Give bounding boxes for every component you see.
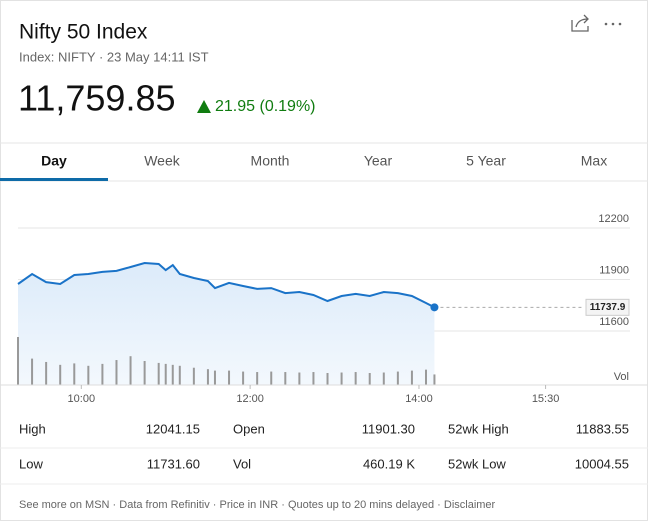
tab[interactable]: Month xyxy=(251,153,290,169)
tab[interactable]: 5 Year xyxy=(466,153,506,169)
subtitle: Index: NIFTY · 23 May 14:11 IST xyxy=(19,49,209,64)
volume-bar xyxy=(256,372,259,385)
up-arrow xyxy=(197,100,211,113)
title: Nifty 50 Index xyxy=(19,21,148,44)
volume-bar xyxy=(270,371,273,385)
volume-bar xyxy=(101,363,104,385)
volume-bar xyxy=(284,372,287,385)
volume-bar xyxy=(73,363,76,385)
stat-value: 11731.60 xyxy=(147,456,200,471)
volume-bar xyxy=(298,372,301,385)
tab[interactable]: Year xyxy=(364,153,393,169)
volume-bar xyxy=(192,367,195,385)
volume-bar xyxy=(433,374,436,385)
x-tick-label: 10:00 xyxy=(68,393,96,405)
volume-bar xyxy=(17,337,19,385)
x-tick-label: 15:30 xyxy=(532,393,560,405)
volume-bar xyxy=(354,372,357,385)
y-tick-label: 11900 xyxy=(599,264,629,276)
volume-bar xyxy=(206,369,209,385)
last-price-box xyxy=(585,298,630,316)
volume-bar xyxy=(171,364,174,385)
volume-bar xyxy=(228,370,231,385)
price: 11,759.85 xyxy=(18,78,175,119)
volume-bar xyxy=(312,372,315,385)
tab[interactable]: Week xyxy=(144,153,181,169)
volume-bar xyxy=(178,365,181,385)
stat-value: 11883.55 xyxy=(576,421,629,436)
volume-label: Vol xyxy=(614,371,629,383)
volume-bar xyxy=(425,369,427,385)
volume-bar xyxy=(157,362,160,385)
stat-label: 52wk Low xyxy=(448,456,506,471)
change: 21.95 (0.19%) xyxy=(215,98,316,115)
stat-value: 10004.55 xyxy=(575,456,629,471)
volume-bar xyxy=(164,363,167,385)
active-tab-underline xyxy=(0,178,108,181)
volume-bar xyxy=(382,372,385,385)
volume-bar xyxy=(31,358,34,385)
last-point xyxy=(430,303,439,312)
footer: See more on MSN · Data from Refinitiv · … xyxy=(19,499,496,511)
volume-bar xyxy=(45,361,48,385)
volume-bar xyxy=(59,364,62,385)
area xyxy=(18,263,435,385)
tab[interactable]: Max xyxy=(581,153,607,169)
stat-label: Open xyxy=(233,421,265,436)
stat-label: 52wk High xyxy=(448,421,509,436)
volume-bar xyxy=(242,371,245,385)
last-price-label: 11737.9 xyxy=(590,302,626,313)
tab[interactable]: Day xyxy=(41,153,67,169)
volume-bar xyxy=(213,370,216,385)
volume-bar xyxy=(143,361,146,385)
y-tick-label: 11600 xyxy=(599,316,629,328)
stat-value: 11901.30 xyxy=(362,421,415,436)
volume-bar xyxy=(129,356,132,385)
price-line xyxy=(17,261,435,309)
volume-bar xyxy=(115,360,118,385)
more-icon[interactable] xyxy=(604,22,622,26)
y-tick-label: 12200 xyxy=(598,213,629,225)
stat-label: Low xyxy=(19,456,43,471)
share-icon[interactable] xyxy=(571,14,589,32)
stat-label: High xyxy=(19,421,46,436)
volume-bar xyxy=(326,373,329,385)
volume-bar xyxy=(340,372,343,385)
volume-bar xyxy=(368,373,371,385)
stat-value: 460.19 K xyxy=(363,456,415,471)
x-tick-label: 12:00 xyxy=(236,393,264,405)
volume-bar xyxy=(410,370,413,385)
volume-bar xyxy=(87,365,90,385)
x-tick-label: 14:00 xyxy=(405,393,433,405)
stat-label: Vol xyxy=(233,456,251,471)
stat-value: 12041.15 xyxy=(146,421,200,436)
volume-bar xyxy=(396,371,399,385)
